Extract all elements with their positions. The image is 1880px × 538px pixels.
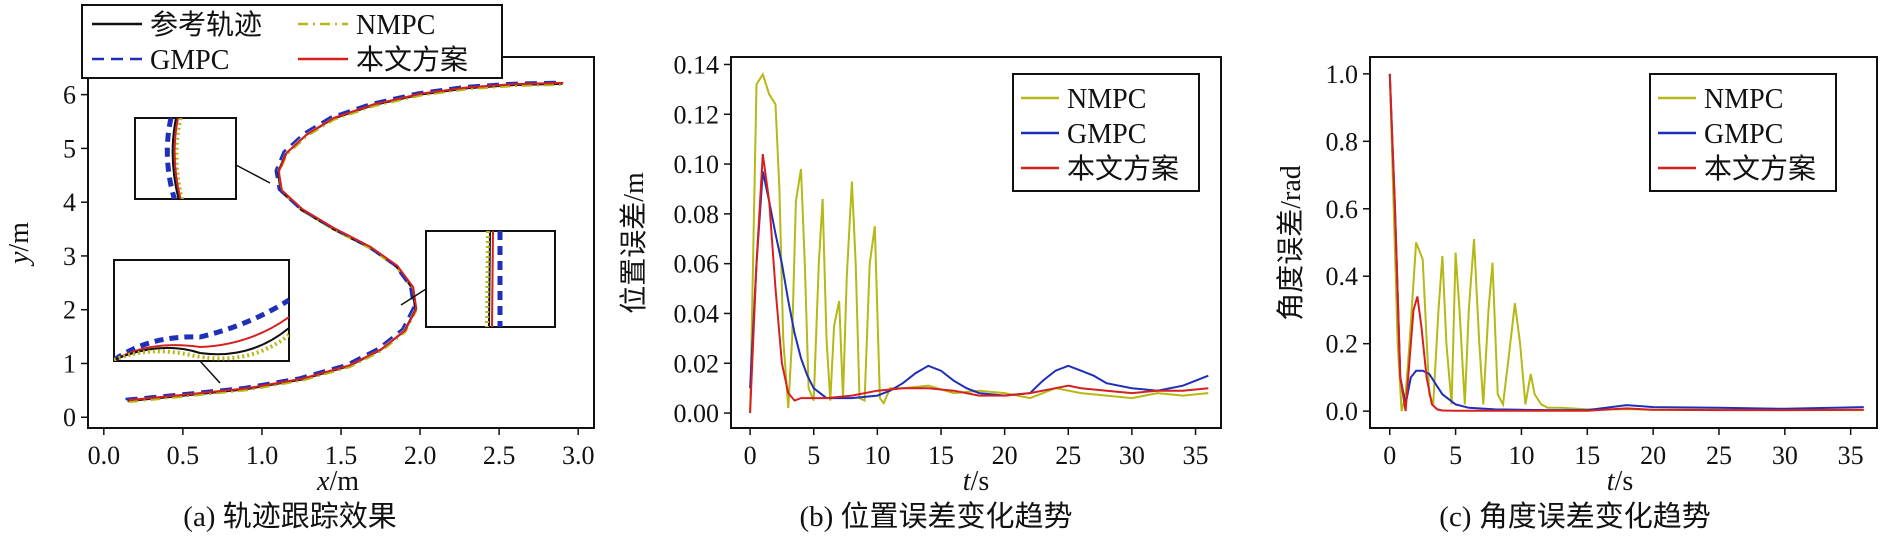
legend-label-b-0: NMPC bbox=[1067, 84, 1146, 115]
legend-label-a-3: 本文方案 bbox=[356, 44, 468, 76]
tick-a-y-tick-label: 3 bbox=[63, 242, 76, 271]
tick-c-x-tick-label: 35 bbox=[1838, 441, 1864, 470]
inset-3-curve-4 bbox=[485, 231, 490, 327]
legend-label-b-2: 本文方案 bbox=[1067, 153, 1179, 185]
tick-c-x-tick-label: 20 bbox=[1640, 441, 1666, 470]
inset-1-curve-3 bbox=[173, 118, 182, 199]
tick-c-y-tick-label: 0.8 bbox=[1326, 127, 1359, 156]
legend-label-a-0: 参考轨迹 bbox=[150, 9, 262, 41]
trajectory-series-proposed bbox=[128, 81, 564, 402]
inset-connector-1 bbox=[235, 164, 271, 184]
tick-b-x-tick-label: 10 bbox=[864, 441, 890, 470]
inset-2-curve-2 bbox=[114, 316, 289, 361]
inset-connector-3 bbox=[400, 288, 427, 306]
tick-a-y-tick-label: 0 bbox=[63, 403, 76, 432]
tick-b-y-tick-label: 0.02 bbox=[674, 349, 720, 378]
tick-c-x-tick-label: 30 bbox=[1772, 441, 1798, 470]
tick-b-y-tick-label: 0.12 bbox=[674, 100, 720, 129]
tick-a-y-tick-label: 1 bbox=[63, 349, 76, 378]
caption-a: (a) 轨迹跟踪效果 bbox=[183, 500, 396, 533]
series-b-gmpc bbox=[749, 171, 1209, 400]
x-axis-label-c: t/s bbox=[1607, 466, 1633, 497]
tick-b-y-tick-label: 0.04 bbox=[674, 299, 720, 328]
tick-c-y-tick-label: 0.2 bbox=[1326, 330, 1359, 359]
legend-label-b-1: GMPC bbox=[1067, 119, 1146, 150]
inset-2-curve-3 bbox=[114, 327, 289, 361]
tick-c-x-tick-label: 0 bbox=[1383, 441, 1396, 470]
tick-b-x-tick-label: 15 bbox=[928, 441, 954, 470]
legend-label-c-0: NMPC bbox=[1704, 84, 1783, 115]
legend-box-a bbox=[81, 4, 503, 79]
tick-c-y-tick-label: 0.0 bbox=[1326, 397, 1359, 426]
legend-label-c-2: 本文方案 bbox=[1704, 153, 1816, 185]
tick-b-x-tick-label: 5 bbox=[807, 441, 820, 470]
tick-b-y-tick-label: 0.00 bbox=[674, 399, 720, 428]
tick-b-y-tick-label: 0.10 bbox=[674, 150, 720, 179]
inset-3-curve-2 bbox=[491, 231, 494, 327]
tick-b-y-tick-label: 0.08 bbox=[674, 200, 720, 229]
legend-label-c-1: GMPC bbox=[1704, 119, 1783, 150]
series-c-proposed bbox=[1388, 73, 1864, 412]
inset-1-curve-1 bbox=[164, 118, 178, 199]
tick-b-x-tick-label: 30 bbox=[1119, 441, 1145, 470]
legend-label-a-2: GMPC bbox=[150, 45, 229, 76]
tick-c-y-tick-label: 0.4 bbox=[1326, 262, 1359, 291]
inset-box-2 bbox=[113, 259, 290, 362]
series-b-proposed bbox=[749, 153, 1209, 414]
legend-label-a-1: NMPC bbox=[356, 10, 435, 41]
tick-a-y-tick-label: 2 bbox=[63, 296, 76, 325]
tick-c-y-tick-label: 1.0 bbox=[1326, 60, 1359, 89]
tick-c-y-tick-label: 0.6 bbox=[1326, 195, 1359, 224]
tick-a-x-tick-label: 0.0 bbox=[88, 441, 121, 470]
tick-b-x-tick-label: 35 bbox=[1183, 441, 1209, 470]
legend-a: 参考轨迹 NMPC GMPC 本文方案 bbox=[81, 4, 503, 79]
tick-c-x-tick-label: 15 bbox=[1574, 441, 1600, 470]
x-axis-label-a: x/m bbox=[316, 466, 359, 497]
inset-1-curve-2 bbox=[175, 118, 185, 199]
tick-c-x-tick-label: 25 bbox=[1706, 441, 1732, 470]
tick-a-y-tick-label: 4 bbox=[63, 188, 76, 217]
tick-c-x-tick-label: 10 bbox=[1508, 441, 1534, 470]
inset-1-curve-4 bbox=[171, 118, 180, 199]
tick-a-y-tick-label: 6 bbox=[63, 81, 76, 110]
series-b-nmpc bbox=[749, 72, 1209, 414]
tick-a-x-tick-label: 3.0 bbox=[562, 441, 595, 470]
series-c-nmpc bbox=[1388, 73, 1864, 412]
tick-a-x-tick-label: 2.0 bbox=[404, 441, 437, 470]
y-axis-label-c: 角度误差/rad bbox=[1275, 165, 1307, 321]
tick-a-x-tick-label: 2.5 bbox=[483, 441, 516, 470]
inset-box-1 bbox=[134, 117, 237, 200]
position-error-chart: 0 5 10 15 20 25 30 35 0.00 0.02 0.04 0.06 0.08 0.10 0.… bbox=[618, 50, 1222, 533]
tick-b-x-tick-label: 0 bbox=[744, 441, 757, 470]
tick-a-x-tick-label: 1.0 bbox=[246, 441, 279, 470]
tick-b-y-tick-label: 0.14 bbox=[674, 50, 720, 79]
caption-c: (c) 角度误差变化趋势 bbox=[1439, 500, 1710, 533]
tick-b-x-tick-label: 20 bbox=[992, 441, 1018, 470]
tick-c-x-tick-label: 5 bbox=[1449, 441, 1462, 470]
angle-error-chart: 0 5 10 15 20 25 30 35 0.0 0.2 0.4 0.6 0.8 1.0 t/s 角度误… bbox=[1275, 56, 1878, 533]
tick-a-x-tick-label: 1.5 bbox=[325, 441, 358, 470]
trajectory-chart: 0.0 0.5 1.0 1.5 2.0 2.5 3.0 0 1 2 3 4 5 6 x/m y/m 参考轨… bbox=[4, 4, 595, 533]
tick-b-x-tick-label: 25 bbox=[1055, 441, 1081, 470]
y-axis-label-a: y/m bbox=[4, 222, 35, 267]
tick-a-x-tick-label: 0.5 bbox=[167, 441, 200, 470]
y-axis-label-b: 位置误差/m bbox=[618, 172, 650, 314]
caption-b: (b) 位置误差变化趋势 bbox=[799, 500, 1072, 533]
inset-connector-2 bbox=[199, 360, 221, 384]
tick-a-y-tick-label: 5 bbox=[63, 134, 76, 163]
x-axis-label-b: t/s bbox=[963, 466, 989, 497]
inset-2-curve-1 bbox=[114, 297, 289, 361]
tick-b-y-tick-label: 0.06 bbox=[674, 250, 720, 279]
